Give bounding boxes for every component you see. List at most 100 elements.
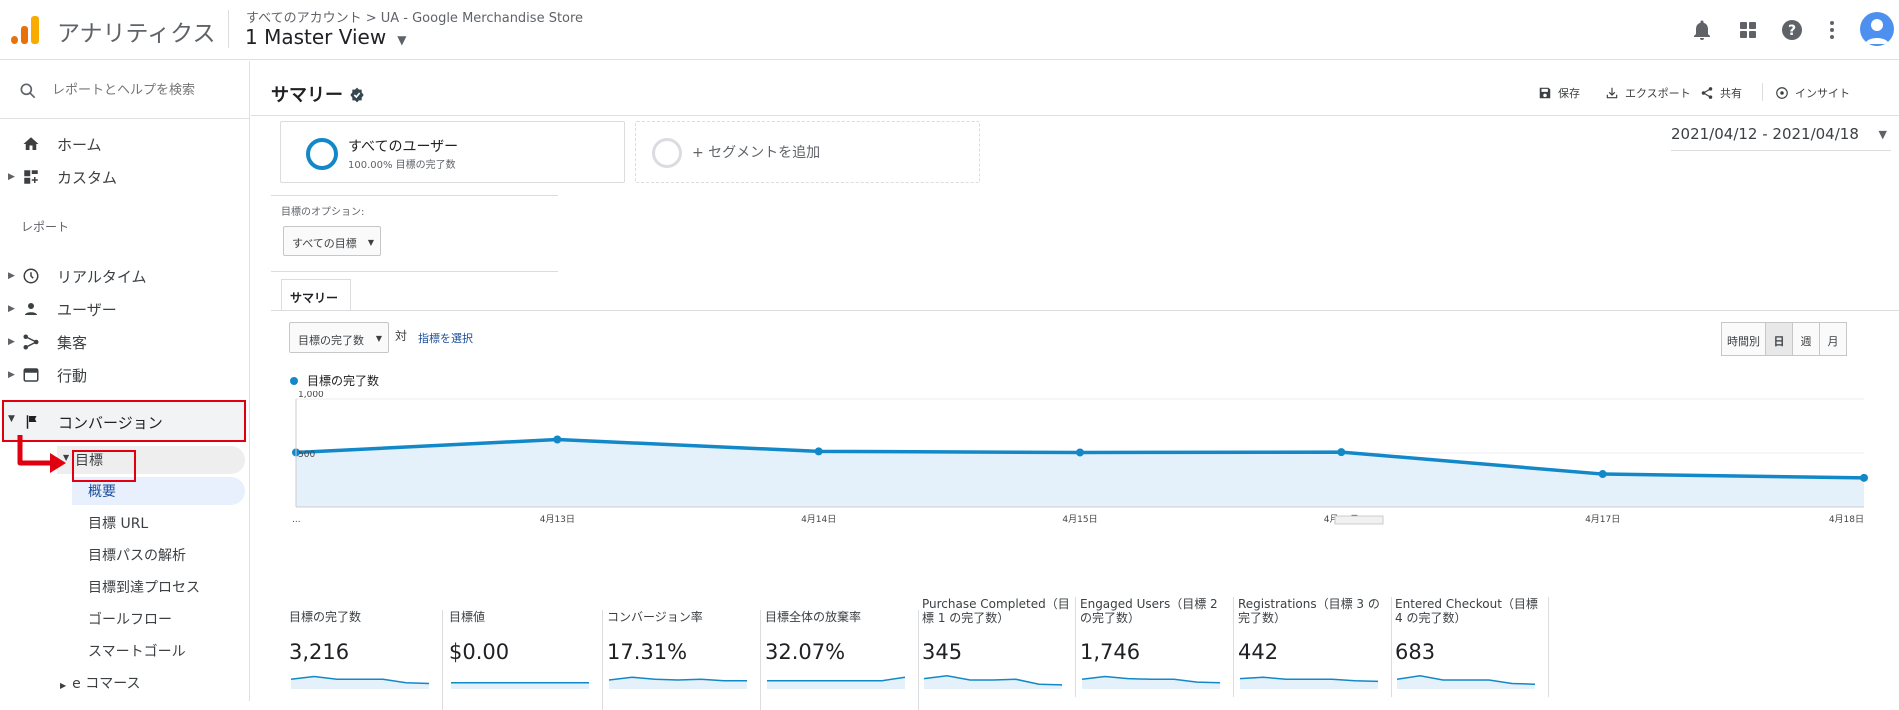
sidebar-subitem-funnel[interactable]: 目標到達プロセス xyxy=(88,580,200,596)
granularity-week[interactable]: 週 xyxy=(1792,322,1820,356)
scorecard-label: Purchase Completed（目標 1 の完了数） xyxy=(922,597,1070,625)
search-input[interactable] xyxy=(52,79,242,101)
expand-arrow-icon: ▶ xyxy=(8,271,15,281)
behavior-window-icon xyxy=(23,368,39,382)
expand-arrow-icon: ▶ xyxy=(8,337,15,347)
sidebar-item-acquisition[interactable]: ▶ 集客 xyxy=(0,322,250,362)
sidebar-subitem-goal-flow[interactable]: ゴールフロー xyxy=(88,612,172,628)
scorecard[interactable]: Registrations（目標 3 の完了数） 442 xyxy=(1238,597,1392,697)
x-tick-label: 4月15日 xyxy=(1062,514,1097,525)
line-chart: 1,000500...4月13日4月14日4月15日4月16日4月17日4月18… xyxy=(292,391,1868,525)
y-tick-label: 500 xyxy=(298,450,315,460)
sparkline-line xyxy=(608,676,747,682)
scorecard[interactable]: Purchase Completed（目標 1 の完了数） 345 xyxy=(922,597,1076,697)
sparkline-area xyxy=(609,677,747,689)
page-title-text: サマリー xyxy=(271,85,343,106)
scorecard-sparkline xyxy=(608,676,747,689)
scorecard-value: 3,216 xyxy=(289,640,350,664)
x-tick-label: ... xyxy=(292,515,301,525)
sparkline-area xyxy=(1082,676,1220,689)
account-avatar[interactable] xyxy=(1860,12,1894,46)
share-button[interactable]: 共有 xyxy=(1700,85,1742,101)
apps-grid-icon[interactable] xyxy=(1736,18,1760,42)
scorecard-label: Registrations（目標 3 の完了数） xyxy=(1238,597,1380,625)
sidebar-item-behavior[interactable]: ▶ 行動 xyxy=(0,355,250,395)
sidebar-item-users[interactable]: ▶ ユーザー xyxy=(0,289,250,329)
select-metric-link[interactable]: 指標を選択 xyxy=(418,332,473,345)
red-arrow-annotation xyxy=(17,435,66,473)
sidebar-item-conversion[interactable]: ▼ コンバージョン xyxy=(2,400,246,442)
x-tick-label: 4月18日 xyxy=(1829,514,1864,525)
data-point xyxy=(1076,448,1084,457)
notification-bell-icon[interactable] xyxy=(1690,18,1714,42)
sparkline-area xyxy=(451,682,589,689)
scorecard-value: $0.00 xyxy=(449,640,510,664)
flag-icon xyxy=(26,415,37,429)
scorecard-sparkline xyxy=(1396,675,1536,689)
dropdown-arrow-icon: ▼ xyxy=(375,334,382,343)
sparkline-line xyxy=(1081,675,1221,684)
options-divider-top xyxy=(271,195,558,196)
scorecard[interactable]: 目標の完了数 3,216 xyxy=(289,610,443,710)
data-point xyxy=(553,435,562,444)
help-icon[interactable]: ? xyxy=(1780,18,1804,42)
sidebar-item-home[interactable]: ホーム xyxy=(0,124,250,164)
account-breadcrumb[interactable]: すべてのアカウント > UA - Google Merchandise Stor… xyxy=(246,11,584,26)
sidebar-item-custom[interactable]: ▶ カスタム xyxy=(0,157,250,197)
segment-ring-icon xyxy=(306,138,338,170)
sparkline-line xyxy=(767,676,906,682)
scorecard[interactable]: 目標値 $0.00 xyxy=(449,610,603,710)
metric-select[interactable]: 目標の完了数 ▼ xyxy=(289,322,389,353)
chart-legend: 目標の完了数 xyxy=(290,372,379,389)
save-icon xyxy=(1539,87,1551,99)
scorecard[interactable]: コンバージョン率 17.31% xyxy=(607,610,761,710)
tab-summary[interactable]: サマリー xyxy=(281,279,351,311)
scorecard[interactable]: Engaged Users（目標 2 の完了数） 1,746 xyxy=(1080,597,1234,697)
granularity-month[interactable]: 月 xyxy=(1819,322,1847,356)
scorecard[interactable]: 目標全体の放棄率 32.07% xyxy=(765,610,919,710)
granularity-hourly[interactable]: 時間別 xyxy=(1721,322,1766,356)
save-button[interactable]: 保存 xyxy=(1538,85,1580,101)
date-range-picker[interactable]: 2021/04/12 - 2021/04/18 ▼ xyxy=(1671,125,1891,151)
goal-option-value: すべての目標 xyxy=(292,237,357,250)
analytics-logo-icon[interactable] xyxy=(11,14,41,44)
segment-all-users[interactable]: すべてのユーザー 100.00% 目標の完了数 xyxy=(280,121,625,183)
sidebar-subitem-smart-goals[interactable]: スマートゴール xyxy=(88,644,186,660)
sidebar-item-label: 集客 xyxy=(57,334,88,352)
tab-baseline xyxy=(271,310,1899,311)
insights-button[interactable]: インサイト xyxy=(1775,85,1850,101)
sidebar-item-label: 目標 xyxy=(75,453,103,469)
sidebar-item-label: 概要 xyxy=(88,484,116,500)
date-range-text: 2021/04/12 - 2021/04/18 xyxy=(1671,125,1859,143)
sparkline-area xyxy=(1397,675,1535,689)
clock-icon xyxy=(23,268,39,284)
sidebar-subitem-reverse-goal-path[interactable]: 目標パスの解析 xyxy=(88,548,186,564)
sparkline-line xyxy=(290,675,430,685)
collapse-arrow-icon: ▼ xyxy=(8,414,15,424)
sidebar-item-label: ユーザー xyxy=(57,301,117,319)
verified-badge-icon xyxy=(350,87,364,103)
save-label: 保存 xyxy=(1558,87,1580,100)
scorecard-sparkline xyxy=(767,676,906,689)
view-selector[interactable]: 1 Master View ▼ xyxy=(245,25,407,49)
more-vert-icon[interactable] xyxy=(1820,18,1844,42)
sidebar-item-realtime[interactable]: ▶ リアルタイム xyxy=(0,256,250,296)
add-segment-button[interactable]: + セグメントを追加 xyxy=(635,121,980,183)
export-button[interactable]: エクスポート xyxy=(1605,85,1691,101)
expand-arrow-icon: ▶ xyxy=(8,370,15,380)
sidebar-subitem-ecommerce[interactable]: ▶ e コマース xyxy=(60,673,141,693)
sidebar: ホーム ▶ カスタム レポート ▶ リアルタイム ▶ ユーザー ▶ 集客 ▶ 行… xyxy=(0,61,250,701)
segment-percent: 100.00% 目標の完了数 xyxy=(348,160,456,171)
sidebar-item-label: ホーム xyxy=(57,136,102,154)
sidebar-subitem-goal-url[interactable]: 目標 URL xyxy=(88,516,149,532)
scorecard-label: 目標全体の放棄率 xyxy=(765,610,862,624)
scorecard[interactable]: Entered Checkout（目標 4 の完了数） 683 xyxy=(1395,597,1549,697)
goal-option-select[interactable]: すべての目標 ▼ xyxy=(283,226,381,256)
home-icon xyxy=(23,137,39,150)
sparkline-line xyxy=(1239,676,1379,683)
scorecard-sparkline xyxy=(1239,676,1379,689)
granularity-day[interactable]: 日 xyxy=(1765,322,1793,356)
legend-label: 目標の完了数 xyxy=(307,374,380,388)
insights-label: インサイト xyxy=(1795,87,1850,100)
app-title[interactable]: アナリティクス xyxy=(57,21,216,47)
